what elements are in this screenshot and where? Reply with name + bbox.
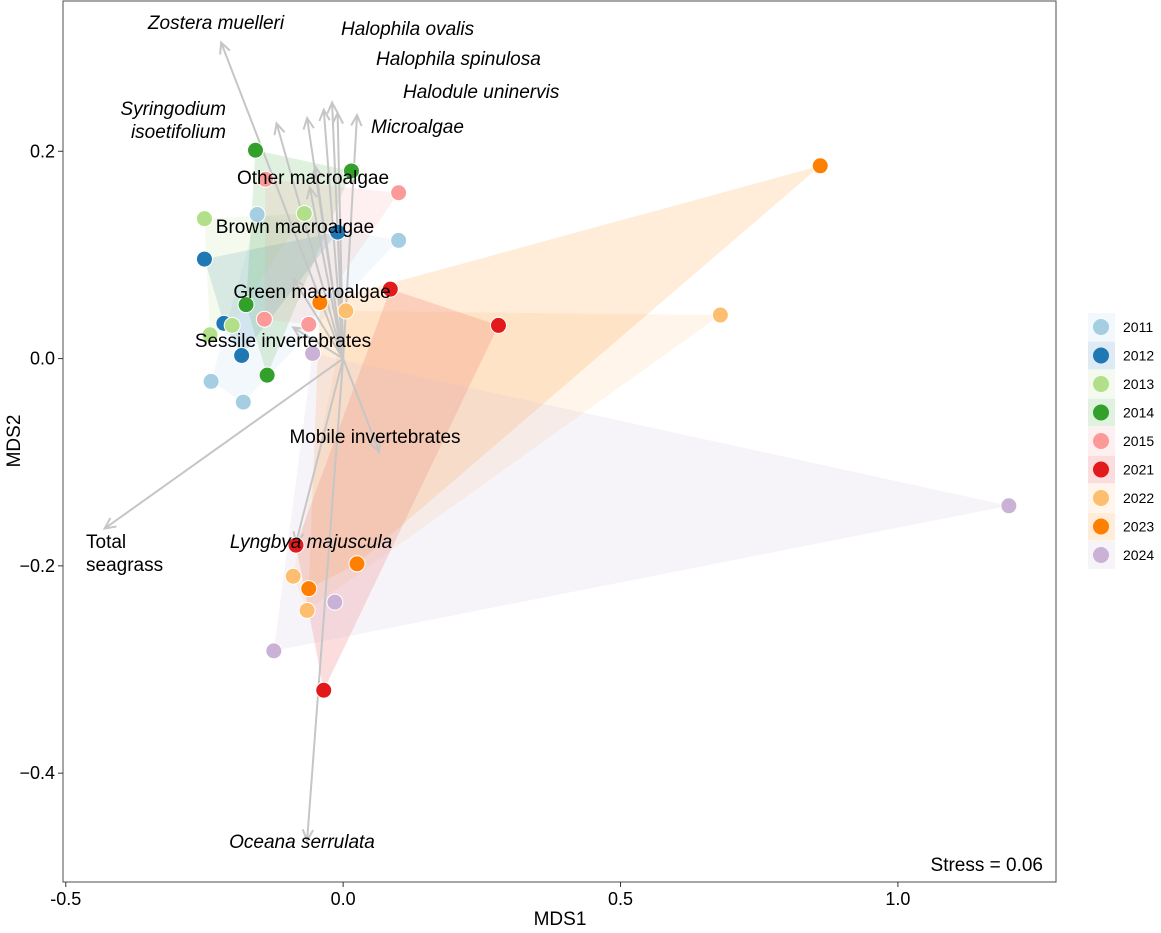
point-2022-1 — [337, 302, 355, 320]
vector-label-syringodium-isoetifolium: Syringodium isoetifolium — [120, 99, 226, 143]
point-2011-3 — [202, 372, 220, 390]
point-2012-4 — [233, 346, 251, 364]
vector-label-halophila-spinulosa: Halophila spinulosa — [376, 49, 541, 70]
legend-item-2011: 2011 — [1088, 313, 1153, 341]
point-2024-2 — [1000, 497, 1018, 515]
point-2011-2 — [390, 231, 408, 249]
point-2021-3 — [287, 536, 305, 554]
vector-label-mobile-invertebrates: Mobile invertebrates — [289, 427, 460, 448]
hull-2021 — [295, 289, 499, 691]
point-2022-2 — [711, 306, 729, 324]
vector-total-seagrass — [102, 357, 344, 530]
point-2023-4 — [300, 580, 318, 598]
point-2022-3 — [284, 567, 302, 585]
vector-label-lyngbya-majuscula: Lyngbya majuscula — [230, 532, 392, 553]
x-tick-label: 0.5 — [608, 889, 633, 909]
vector-mobile-invertebrates — [342, 358, 382, 455]
y-axis: −0.4 −0.2 0.0 0.2 — [19, 141, 63, 783]
legend-item-2012: 2012 — [1088, 341, 1154, 370]
point-2013-1 — [195, 210, 213, 228]
legend-label: 2015 — [1123, 433, 1154, 449]
vector-label-green-macroalgae: Green macroalgae — [233, 282, 390, 303]
point-2023-3 — [348, 555, 366, 573]
x-axis: -0.5 0.0 0.5 1.0 — [50, 882, 910, 909]
x-tick-label: -0.5 — [50, 889, 81, 909]
legend-label: 2021 — [1123, 462, 1154, 478]
stress-label: Stress = 0.06 — [931, 855, 1043, 876]
data-points — [195, 141, 1018, 699]
vector-label-oceana-serrulata: Oceana serrulata — [229, 832, 375, 853]
x-tick-label: 0.0 — [331, 889, 356, 909]
legend-label: 2013 — [1123, 376, 1154, 392]
vector-label-brown-macroalgae: Brown macroalgae — [216, 217, 374, 238]
point-2011-4 — [234, 393, 252, 411]
legend-label: 2022 — [1123, 490, 1154, 506]
point-2015-1 — [256, 170, 274, 188]
legend-label: 2024 — [1123, 547, 1154, 563]
legend-item-2024: 2024 — [1088, 541, 1154, 569]
vector-label-total-seagrass: Total seagrass — [86, 532, 163, 576]
point-2012-2 — [329, 223, 347, 241]
x-axis-title: MDS1 — [534, 909, 587, 930]
vector-brown-macroalgae — [305, 185, 345, 359]
vector-labels: Zostera muelleri Halophila ovalis Halophil… — [86, 13, 560, 853]
vector-label-other-macroalgae: Other macroalgae — [237, 168, 389, 189]
legend-item-2015: 2015 — [1088, 427, 1154, 455]
legend-item-2021: 2021 — [1088, 455, 1154, 484]
point-2013-3 — [201, 326, 219, 344]
point-2013-2 — [295, 204, 313, 222]
y-axis-title: MDS2 — [4, 415, 25, 468]
hull-2023 — [308, 165, 821, 589]
vector-label-microalgae: Microalgae — [371, 117, 464, 138]
point-2013-4 — [223, 316, 241, 334]
legend-label: 2014 — [1123, 405, 1154, 421]
point-2014-4 — [258, 366, 276, 384]
point-2012-1 — [195, 250, 213, 268]
point-2024-1 — [304, 344, 322, 362]
point-2022-4 — [298, 601, 316, 619]
point-2021-1 — [381, 280, 399, 298]
legend-item-2023: 2023 — [1088, 512, 1154, 541]
point-2015-2 — [390, 184, 408, 202]
point-2015-4 — [300, 315, 318, 333]
y-tick-label: −0.4 — [19, 763, 55, 783]
legend-label: 2012 — [1123, 348, 1154, 364]
vector-syringodium-isoetifolium — [273, 121, 345, 359]
y-tick-label: −0.2 — [19, 556, 55, 576]
vector-label-sessile-invertebrates: Sessile invertebrates — [195, 331, 371, 352]
vector-label-zostera-muelleri: Zostera muelleri — [147, 13, 285, 34]
y-tick-label: 0.2 — [30, 141, 55, 161]
point-2011-1 — [248, 206, 266, 224]
legend-item-2022: 2022 — [1088, 484, 1154, 512]
vector-oceana-serrulata — [301, 358, 345, 843]
legend-item-2013: 2013 — [1088, 370, 1154, 398]
hull-2022 — [293, 310, 721, 611]
vector-other-macroalgae — [310, 164, 345, 359]
year-hulls — [204, 150, 1009, 691]
vector-label-halodule-uninervis: Halodule uninervis — [403, 82, 560, 103]
point-2021-2 — [489, 316, 507, 334]
point-2023-1 — [811, 157, 829, 175]
legend-label: 2023 — [1123, 519, 1154, 535]
point-2023-2 — [311, 294, 329, 312]
vector-sessile-invertebrates — [291, 326, 344, 360]
legend-item-2014: 2014 — [1088, 398, 1154, 427]
hull-2024 — [273, 353, 1009, 651]
point-2024-4 — [265, 642, 283, 660]
legend: 2011 2012 2013 2014 2015 2021 2022 2023 2024 — [1088, 313, 1154, 569]
x-tick-label: 1.0 — [885, 889, 910, 909]
point-2021-4 — [315, 681, 333, 699]
point-2024-3 — [326, 593, 344, 611]
hull-2011 — [211, 214, 399, 403]
vector-green-macroalgae — [292, 276, 344, 360]
point-2015-3 — [255, 310, 273, 328]
vector-label-halophila-ovalis: Halophila ovalis — [341, 19, 475, 40]
y-tick-label: 0.0 — [30, 349, 55, 369]
point-2014-2 — [342, 162, 360, 180]
point-2014-1 — [246, 141, 264, 159]
point-2014-3 — [237, 296, 255, 314]
hull-2013 — [204, 213, 305, 335]
legend-label: 2011 — [1123, 319, 1153, 335]
